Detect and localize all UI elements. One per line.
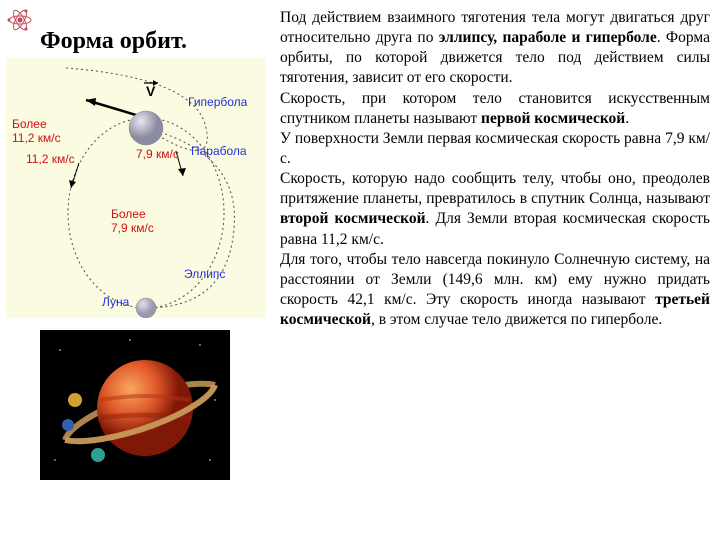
ellipse-label: Эллипс (184, 267, 225, 281)
paragraph-4: Скорость, которую надо сообщить телу, чт… (280, 169, 710, 250)
parabola-label: Парабола (191, 144, 247, 158)
v79-label: 7,9 км/с (136, 147, 179, 161)
hyperbola-label: Гипербола (188, 95, 248, 109)
vvec-label: V (146, 83, 156, 99)
orbit-diagram: V Гипербола Парабола Эллипс Луна Более 1… (6, 58, 266, 318)
atom-icon (6, 6, 34, 39)
more112-label-l1: Более (12, 117, 47, 131)
moon-label: Луна (102, 295, 130, 309)
paragraph-1: Под действием взаимного тяготения тела м… (280, 8, 710, 89)
paragraph-5: Для того, чтобы тело навсегда покинуло С… (280, 250, 710, 331)
more79-label-l1: Более (111, 207, 146, 221)
more112-label-l2: 11,2 км/с (12, 131, 61, 145)
paragraph-3: У поверхности Земли первая космическая с… (280, 129, 710, 169)
v112-label: 11,2 км/с (26, 152, 75, 166)
page-title: Форма орбит. (40, 28, 187, 55)
paragraph-2: Скорость, при котором тело становится ис… (280, 89, 710, 129)
planet-image (40, 330, 230, 480)
body-text: Под действием взаимного тяготения тела м… (280, 8, 710, 330)
more79-label-l2: 7,9 км/с (111, 221, 154, 235)
